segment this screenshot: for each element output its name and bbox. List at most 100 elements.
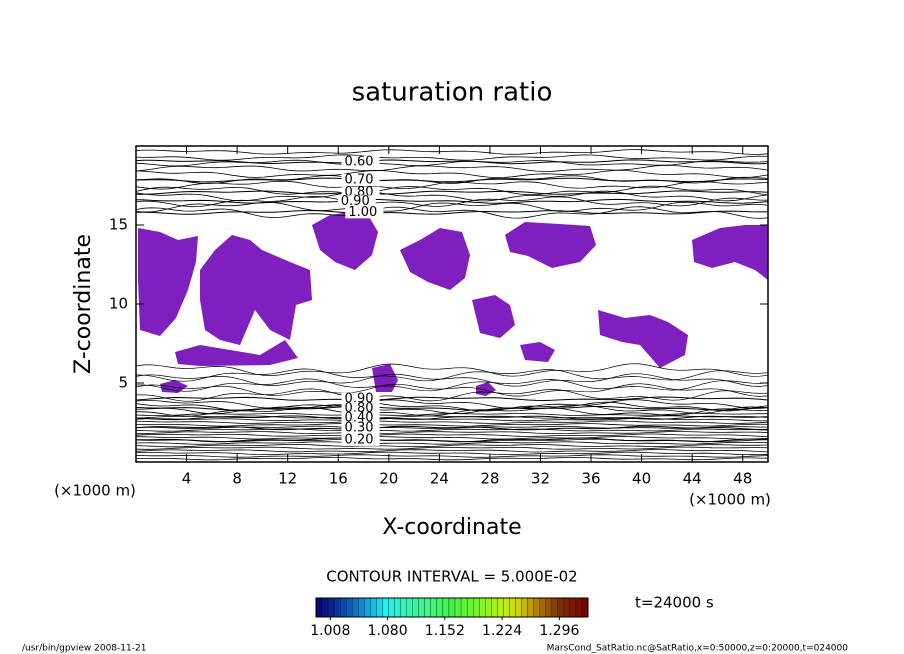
label-bg	[341, 173, 380, 186]
region	[372, 364, 398, 392]
region	[505, 222, 596, 268]
label-bg	[341, 411, 380, 424]
contour-lines: 0.600.700.800.901.000.900.800.400.300.20	[135, 149, 769, 461]
x-tick-label: 16	[329, 470, 348, 488]
colorbar-stripe	[557, 597, 564, 618]
x-tick-label: 36	[581, 470, 600, 488]
x-tick-label: 48	[733, 470, 752, 488]
label-bg	[341, 155, 380, 168]
contour-line	[135, 185, 769, 196]
colorbar-stripe	[327, 597, 335, 618]
region	[598, 310, 688, 368]
contour-level	[136, 437, 769, 443]
colorbar-stripe	[539, 597, 546, 618]
colorbar-stripe	[333, 597, 341, 618]
contour-line	[135, 415, 769, 419]
x-axis-title: X-coordinate	[382, 515, 521, 540]
colorbar-stripe	[388, 597, 395, 618]
colorbar-stripe	[454, 597, 462, 618]
contour-line	[135, 368, 769, 382]
y-tick-label: 5	[118, 374, 128, 392]
contour-line	[135, 433, 769, 437]
contour-label: 1.00	[348, 205, 377, 220]
contour-line	[135, 169, 769, 179]
colorbar-stripe	[497, 597, 504, 618]
supersaturated-regions	[138, 212, 768, 396]
region	[138, 228, 198, 336]
contour-line	[135, 378, 769, 392]
contour-level	[135, 425, 769, 431]
y-unit: (×1000 m)	[54, 482, 136, 500]
footer-right: MarsCond_SatRatio.nc@SatRatio,x=0:50000,…	[547, 644, 849, 654]
colorbar-stripe	[485, 597, 492, 618]
contour-line	[136, 431, 769, 435]
contour-line	[135, 412, 768, 417]
contour-level	[135, 190, 769, 195]
colorbar-stripe	[551, 597, 558, 618]
contour-line	[135, 383, 769, 397]
contour-line	[135, 154, 769, 161]
colorbar-stripe	[581, 597, 589, 618]
region	[692, 225, 768, 280]
x-tick-label: 40	[632, 470, 651, 488]
region	[400, 228, 470, 290]
colorbar-label: 1.008	[310, 623, 350, 639]
colorbar-stripe	[346, 597, 353, 618]
contour-label: 0.70	[345, 172, 374, 187]
contour-line	[135, 363, 769, 377]
colorbar-stripe	[412, 597, 419, 618]
region	[520, 342, 555, 362]
y-tick-label: 15	[109, 216, 128, 234]
contour-line	[135, 446, 769, 450]
colorbar-stripe	[315, 597, 323, 618]
contour-level	[135, 405, 769, 411]
colorbar-stripe	[575, 597, 583, 618]
x-tick-label: 28	[480, 470, 499, 488]
x-tick-label: 12	[278, 470, 297, 488]
colorbar-stripe	[340, 597, 347, 618]
x-unit: (×1000 m)	[689, 491, 771, 509]
colorbar-stripe	[533, 597, 540, 618]
contour-label: 0.90	[341, 194, 370, 209]
x-tick-label: 4	[182, 470, 192, 488]
colorbar-label: 1.224	[482, 623, 522, 639]
colorbar: 1.008 1.080 1.152 1.224 1.296	[310, 597, 589, 639]
x-tick-label: 8	[232, 470, 242, 488]
region	[160, 380, 188, 393]
time-label: t=24000 s	[635, 594, 714, 612]
colorbar-stripe	[382, 597, 389, 618]
label-bg	[337, 195, 376, 208]
contour-line	[135, 206, 769, 219]
colorbar-stripe	[563, 597, 571, 618]
colorbar-stripe	[473, 597, 480, 618]
colorbar-stripe	[406, 597, 413, 618]
x-tick-label: 20	[379, 470, 398, 488]
colorbar-stripe	[321, 597, 329, 618]
y-axis-title: Z-coordinate	[71, 234, 96, 374]
colorbar-stripe	[436, 597, 444, 618]
contour-line	[136, 456, 769, 461]
x-tick-label: 24	[430, 470, 449, 488]
contour-line	[135, 149, 769, 155]
label-bg	[345, 206, 384, 219]
colorbar-stripe	[358, 597, 365, 618]
contour-level	[136, 209, 769, 215]
contour-level	[135, 396, 769, 402]
region	[200, 235, 312, 345]
colorbar-stripe	[479, 597, 486, 618]
y-tick-label: 10	[109, 295, 128, 313]
colorbar-frame	[315, 597, 589, 618]
region	[312, 212, 378, 270]
colorbar-label: 1.296	[539, 623, 579, 639]
colorbar-stripe	[442, 597, 450, 618]
label-bg	[341, 402, 380, 415]
contour-line	[135, 441, 769, 445]
colorbar-stripe	[376, 597, 383, 618]
contour-label: 0.20	[345, 432, 374, 447]
contour-level	[135, 177, 769, 183]
contour-label: 0.60	[345, 154, 374, 169]
contour-line	[135, 423, 769, 427]
region	[175, 340, 298, 366]
x-tick-label: 32	[531, 470, 550, 488]
contour-line	[135, 388, 769, 402]
